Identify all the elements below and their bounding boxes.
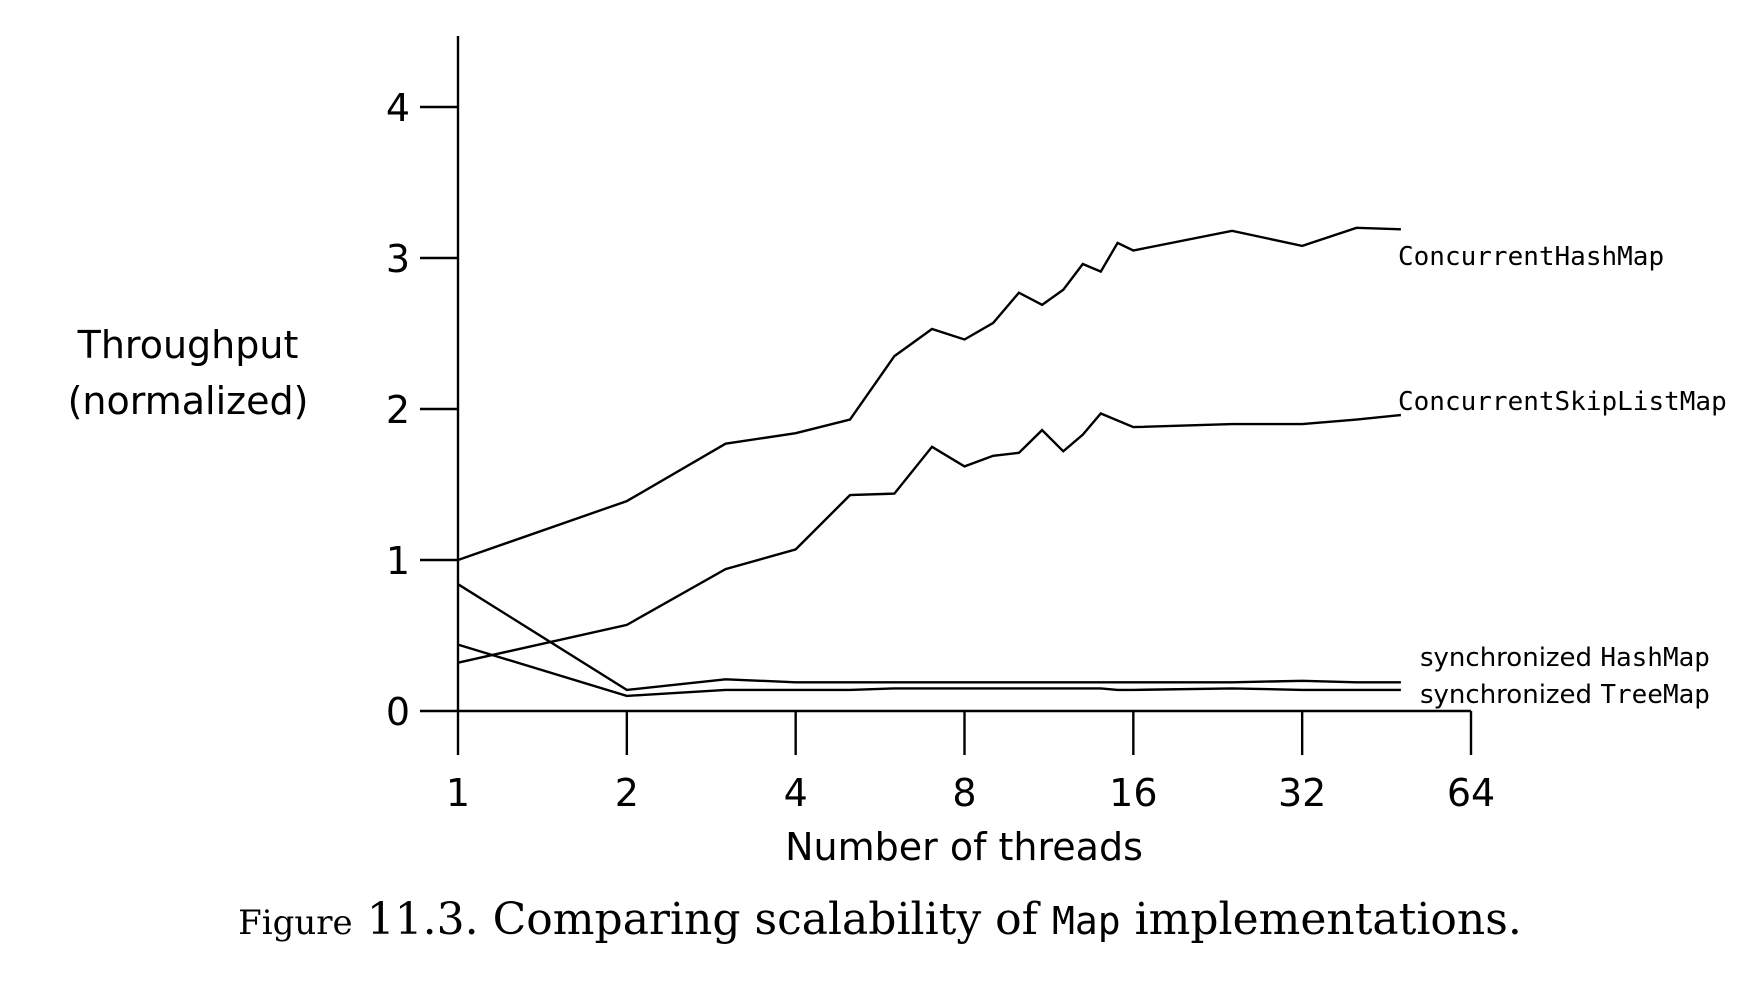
series-line-concurrenthashmap [457, 226, 1401, 562]
y-tick-label: 2 [386, 388, 410, 432]
series-label-synchronized-treemap: synchronized TreeMap [1420, 680, 1710, 710]
series-line-synchronized-hashmap [457, 583, 1401, 692]
caption-number [353, 894, 367, 945]
y-ticks: 0 1 2 3 4 [386, 86, 458, 734]
caption-text-after: implementations. [1121, 894, 1522, 945]
y-tick-label: 3 [386, 237, 410, 281]
caption-text-before: Comparing scalability of [479, 894, 1052, 945]
series-line-synchronized-treemap [457, 643, 1401, 698]
y-tick-label: 4 [386, 86, 410, 130]
series-lines [457, 226, 1402, 698]
series-label-keyword: synchronized [1420, 643, 1600, 673]
caption-figure-word: Figure [238, 903, 353, 943]
figure-caption: Figure 11.3. Comparing scalability of Ma… [238, 894, 1522, 945]
series-labels: ConcurrentHashMap ConcurrentSkipListMap sy… [1398, 242, 1727, 710]
caption-code: Map [1052, 899, 1121, 943]
y-axis-title-line-1: Throughput [77, 323, 299, 367]
caption-number-value: 11.3. [367, 894, 479, 945]
y-tick-label: 0 [386, 690, 410, 734]
y-tick-label: 1 [386, 539, 410, 583]
x-tick-label: 32 [1278, 771, 1326, 815]
x-tick-label: 2 [615, 771, 639, 815]
x-tick-label: 8 [952, 771, 976, 815]
x-ticks: 1 2 4 8 16 32 64 [446, 711, 1495, 815]
x-tick-label: 16 [1109, 771, 1157, 815]
series-label-classname: HashMap [1600, 643, 1710, 673]
series-label-concurrentskiplistmap: ConcurrentSkipListMap [1398, 387, 1727, 417]
x-tick-label: 64 [1447, 771, 1495, 815]
axes [420, 36, 1471, 755]
x-tick-label: 1 [446, 771, 470, 815]
series-label-synchronized-hashmap: synchronized HashMap [1420, 643, 1710, 673]
x-axis-title: Number of threads [785, 825, 1143, 869]
series-line-concurrentskiplistmap [457, 412, 1402, 664]
y-axis-title-line-2: (normalized) [68, 379, 309, 423]
series-label-keyword: synchronized [1420, 680, 1600, 710]
x-tick-label: 4 [784, 771, 808, 815]
series-label-concurrenthashmap: ConcurrentHashMap [1398, 242, 1664, 272]
series-label-classname: TreeMap [1600, 680, 1710, 710]
